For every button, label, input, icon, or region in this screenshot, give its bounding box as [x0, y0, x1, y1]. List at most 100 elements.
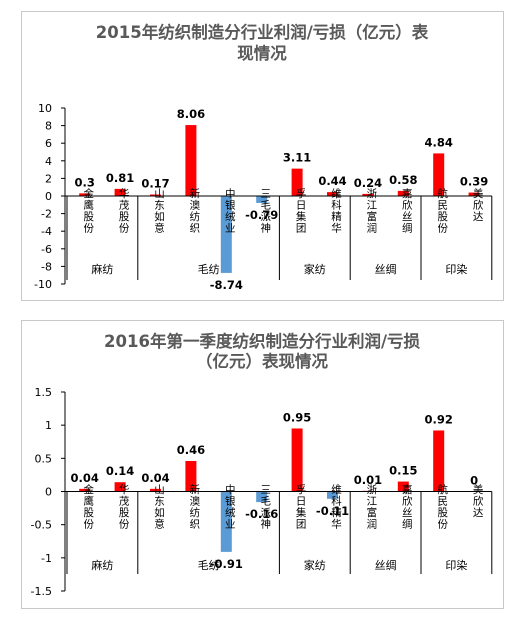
bar: [114, 188, 126, 196]
chart-2016q1-panel: 2016年第一季度纺织制造分行业利润/亏损 （亿元）表现情况 1.5 1 0.5 0 -0.…: [21, 320, 504, 609]
category-label: 孚日集团: [296, 484, 307, 531]
y-tick-label: -4: [41, 225, 52, 238]
data-label: -0.16: [245, 507, 278, 521]
category-label: 浙江富润: [367, 484, 378, 531]
group-label: 印染: [445, 558, 467, 572]
category-label: 华茂股份: [119, 187, 130, 235]
bar: [220, 196, 232, 273]
data-label: 0.39: [460, 175, 488, 189]
category-label: 山东如意: [154, 484, 165, 531]
group-label: 麻纺: [91, 262, 113, 276]
category-label: 航民股份: [437, 483, 448, 531]
bar: [79, 488, 91, 492]
data-label: 0.46: [177, 443, 205, 457]
category-label: 三毛派神: [260, 484, 271, 531]
group-label: 麻纺: [91, 558, 113, 572]
chart-2015: 2015年纺织制造分行业利润/亏损（亿元）表现情况 10 8 6 4 2 0 -2 -4 -6 -8…: [34, 22, 493, 292]
y-tick-label: 10: [38, 102, 52, 115]
y-tick-label: 4: [45, 155, 52, 168]
category-label: 美欣达: [473, 483, 484, 519]
data-label: 3.11: [283, 151, 311, 165]
group-label: 家纺: [304, 558, 326, 572]
category-label: 金鹰股份: [83, 483, 94, 531]
y-tick-label: 1.5: [35, 386, 53, 399]
bar: [291, 168, 303, 196]
data-label: 0.3: [75, 175, 95, 189]
chart-title: 2016年第一季度纺织制造分行业利润/亏损: [104, 331, 420, 351]
group-label: 毛纺: [198, 262, 220, 276]
category-label: 新澳纺织: [190, 483, 201, 531]
data-label: 0.14: [106, 464, 134, 478]
data-label: 8.06: [177, 107, 205, 121]
group-label: 印染: [445, 262, 467, 276]
y-tick-label: 8: [45, 120, 52, 133]
bar: [397, 481, 409, 492]
data-label: 0.04: [71, 471, 99, 485]
y-tick-label: -1.5: [31, 585, 52, 598]
category-label: 华茂股份: [119, 483, 130, 531]
data-label: 0.95: [283, 410, 311, 424]
bar: [291, 428, 303, 492]
bar: [433, 153, 445, 196]
bar: [468, 192, 480, 196]
category-label: 维科精华: [331, 187, 342, 235]
data-label: 0.24: [354, 176, 382, 190]
data-label: -0.79: [245, 208, 278, 222]
bar: [397, 190, 409, 196]
data-label: 0.01: [354, 473, 382, 487]
category-label: 美欣达: [473, 187, 484, 223]
category-label: 孚日集团: [296, 188, 307, 235]
data-label: 0.44: [318, 174, 346, 188]
y-tick-label: 6: [45, 137, 52, 150]
y-tick-label: -8: [41, 260, 52, 273]
bar: [185, 125, 197, 196]
bar: [256, 491, 268, 503]
data-label: 0: [470, 474, 478, 488]
category-label: 浙江富润: [367, 188, 378, 235]
chart-2016q1: 2016年第一季度纺织制造分行业利润/亏损（亿元）表现情况 1.5 1 0.5 0 -0.…: [31, 331, 493, 598]
y-tick-label: -6: [41, 243, 52, 256]
bar: [114, 482, 126, 492]
data-label: 0.58: [389, 173, 417, 187]
data-label: 0.92: [425, 412, 453, 426]
category-label: 三毛派神: [260, 188, 271, 235]
bar: [150, 194, 161, 196]
chart-2015-panel: 2015年纺织制造分行业利润/亏损（亿元）表 现情况 10 8 6 4 2 0 -2 -4 -6 -8…: [21, 11, 504, 301]
y-tick-label: 0: [45, 486, 52, 499]
bar: [256, 196, 268, 203]
data-label: 0.15: [389, 464, 417, 478]
y-tick-label: -10: [34, 278, 52, 291]
bar: [433, 430, 445, 492]
data-label: -0.11: [316, 504, 349, 518]
bar: [327, 192, 338, 196]
data-label: -8.74: [210, 278, 243, 292]
bar: [185, 460, 197, 492]
bar: [327, 491, 338, 499]
category-label: 嘉欣丝绸: [402, 483, 413, 531]
group-label: 家纺: [304, 262, 326, 276]
chart-title: 2015年纺织制造分行业利润/亏损（亿元）表: [96, 22, 429, 42]
data-label: -0.91: [210, 557, 243, 571]
category-label: 嘉欣丝绸: [402, 187, 413, 235]
category-label: 金鹰股份: [83, 187, 94, 235]
category-label: 中银绒业: [225, 483, 236, 531]
y-tick-label: 0: [45, 190, 52, 203]
bar: [79, 193, 91, 196]
y-tick-label: 0.5: [35, 452, 53, 465]
y-tick-label: 1: [45, 419, 52, 432]
group-label: 丝绸: [375, 558, 397, 572]
category-label: 维科精华: [331, 483, 342, 531]
category-label: 山东如意: [154, 188, 165, 235]
category-label: 航民股份: [437, 187, 448, 235]
y-tick-label: -2: [41, 208, 52, 221]
bar: [362, 193, 374, 196]
y-tick-label: 2: [45, 172, 52, 185]
bar: [220, 491, 232, 552]
group-label: 丝绸: [375, 262, 397, 276]
data-label: 0.04: [141, 471, 169, 485]
chart-title: （亿元）表现情况: [196, 351, 329, 371]
y-tick-label: -1: [41, 552, 52, 565]
data-label: 4.84: [425, 135, 453, 149]
category-label: 新澳纺织: [190, 187, 201, 235]
chart-title: 现情况: [237, 43, 287, 63]
